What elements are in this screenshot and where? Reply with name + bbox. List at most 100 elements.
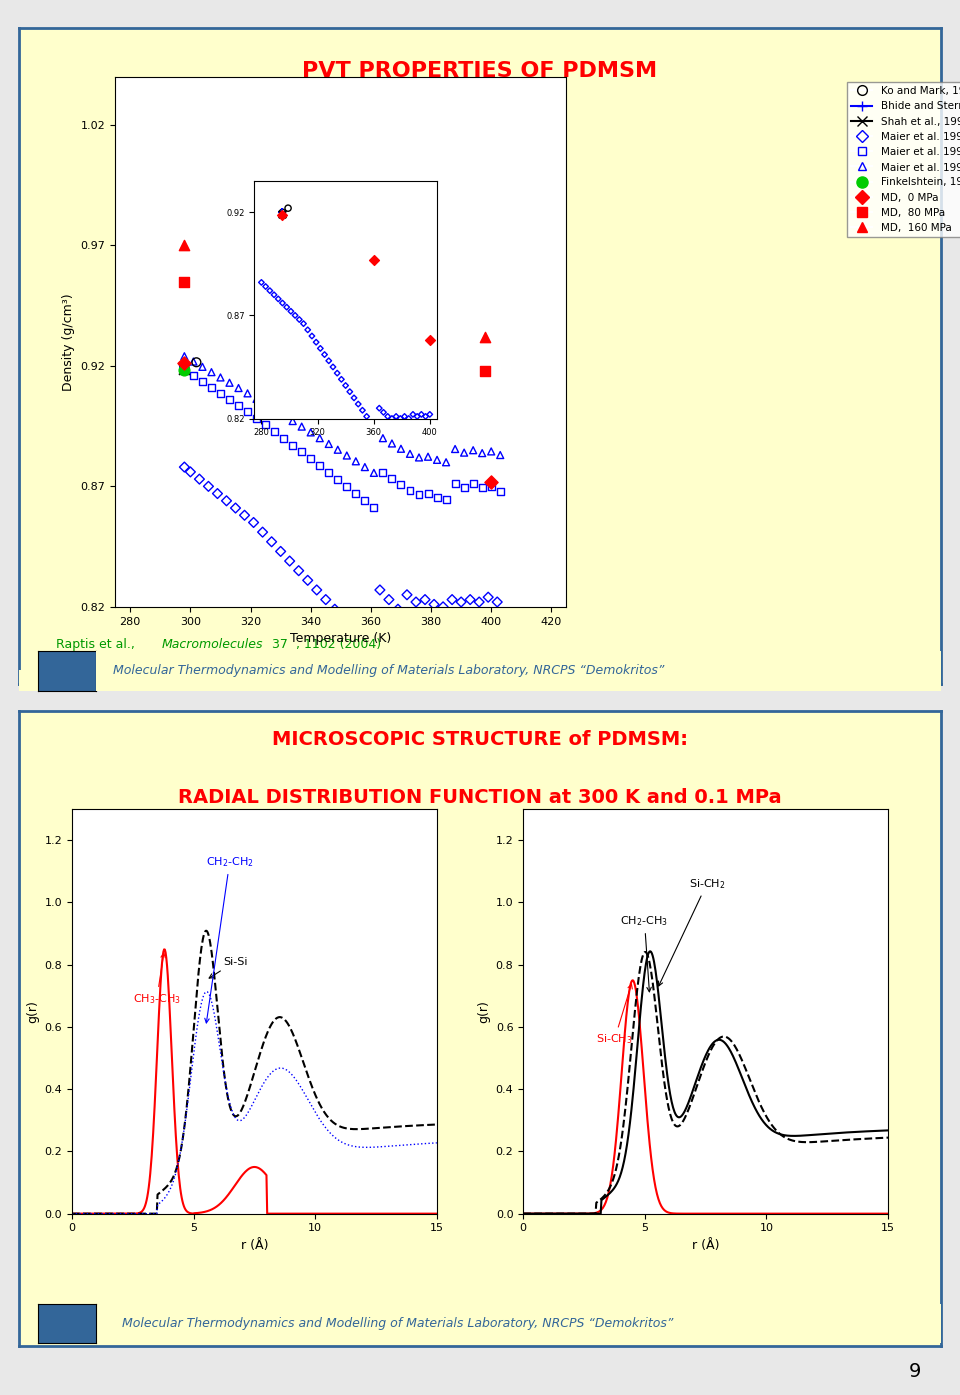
- Point: [339, 476, 354, 498]
- Point: [271, 287, 286, 310]
- Point: [372, 579, 388, 601]
- Point: [375, 427, 391, 449]
- Legend: Ko and Mark, 1975, Bhide and Stern, 1991, Shah et al., 1993, Maier et al. 1998  : Ko and Mark, 1975, Bhide and Stern, 1991…: [848, 82, 960, 237]
- Point: [329, 361, 345, 384]
- Point: [317, 343, 332, 365]
- Point: [275, 292, 290, 314]
- Point: [402, 480, 418, 502]
- Point: [249, 388, 264, 410]
- Point: [396, 406, 412, 428]
- Point: [177, 234, 192, 257]
- Point: [394, 473, 409, 495]
- Text: Si-CH$_3$: Si-CH$_3$: [596, 983, 633, 1046]
- Point: [201, 476, 216, 498]
- Point: [291, 559, 306, 582]
- Point: [280, 197, 296, 219]
- Point: [249, 407, 264, 430]
- Point: [264, 530, 279, 552]
- Point: [327, 598, 343, 621]
- Point: [402, 442, 418, 465]
- Point: [309, 579, 324, 601]
- Point: [484, 476, 499, 498]
- Text: Si-CH$_2$: Si-CH$_2$: [659, 877, 725, 986]
- Point: [393, 407, 408, 430]
- Point: [185, 364, 201, 386]
- Point: [401, 407, 417, 430]
- Y-axis label: g(r): g(r): [477, 1000, 491, 1023]
- Point: [363, 636, 378, 658]
- Point: [399, 583, 415, 605]
- Point: [346, 618, 361, 640]
- Point: [439, 451, 454, 473]
- Point: [410, 406, 425, 428]
- Point: [258, 393, 274, 416]
- Point: [477, 360, 492, 382]
- Point: [303, 448, 319, 470]
- Point: [303, 421, 319, 444]
- Point: [177, 271, 192, 293]
- Point: [422, 329, 438, 352]
- Point: [330, 469, 346, 491]
- Point: [253, 271, 269, 293]
- Point: [262, 279, 277, 301]
- Point: [255, 520, 271, 543]
- Point: [466, 439, 481, 462]
- Point: [372, 398, 387, 420]
- Point: [342, 381, 357, 403]
- Point: [177, 359, 192, 381]
- Point: [414, 403, 429, 425]
- Point: [219, 490, 234, 512]
- Point: [366, 497, 381, 519]
- Point: [177, 353, 192, 375]
- Point: [195, 370, 210, 392]
- Point: [182, 460, 198, 483]
- Point: [204, 361, 219, 384]
- Point: [490, 591, 505, 614]
- Point: [411, 446, 426, 469]
- Point: [453, 591, 468, 614]
- Text: Si-Si: Si-Si: [209, 957, 248, 978]
- Point: [420, 445, 436, 467]
- Point: [267, 399, 282, 421]
- Point: [484, 441, 499, 463]
- Point: [492, 480, 508, 502]
- Text: RADIAL DISTRIBUTION FUNCTION at 300 K and 0.1 MPa: RADIAL DISTRIBUTION FUNCTION at 300 K an…: [179, 788, 781, 806]
- Point: [350, 393, 366, 416]
- Point: [275, 204, 290, 226]
- Point: [273, 540, 288, 562]
- Point: [357, 490, 372, 512]
- Point: [294, 441, 309, 463]
- Point: [411, 483, 426, 505]
- Point: [308, 331, 324, 353]
- Point: [240, 400, 255, 423]
- Point: [348, 483, 364, 505]
- Point: [246, 512, 261, 534]
- Text: CH$_2$-CH$_2$: CH$_2$-CH$_2$: [204, 855, 253, 1023]
- Point: [287, 304, 302, 326]
- Point: [275, 201, 290, 223]
- X-axis label: r (Å): r (Å): [692, 1239, 719, 1251]
- Point: [408, 591, 423, 614]
- Point: [357, 456, 372, 478]
- Point: [334, 368, 349, 391]
- Point: [285, 410, 300, 432]
- Point: [258, 275, 274, 297]
- Point: [312, 455, 327, 477]
- Point: [237, 504, 252, 526]
- Point: [471, 591, 487, 614]
- Point: [330, 438, 346, 460]
- Text: , 1102 (2004): , 1102 (2004): [296, 638, 381, 650]
- Point: [177, 356, 192, 378]
- Point: [312, 427, 327, 449]
- Point: [189, 352, 204, 374]
- Point: [381, 589, 396, 611]
- Point: [466, 473, 481, 495]
- Point: [276, 405, 291, 427]
- Point: [420, 483, 436, 505]
- X-axis label: Temperature (K): Temperature (K): [290, 632, 392, 644]
- Text: Raptis et al.,: Raptis et al.,: [56, 638, 139, 650]
- Point: [210, 483, 226, 505]
- Point: [418, 406, 433, 428]
- Point: [292, 308, 307, 331]
- Point: [304, 325, 320, 347]
